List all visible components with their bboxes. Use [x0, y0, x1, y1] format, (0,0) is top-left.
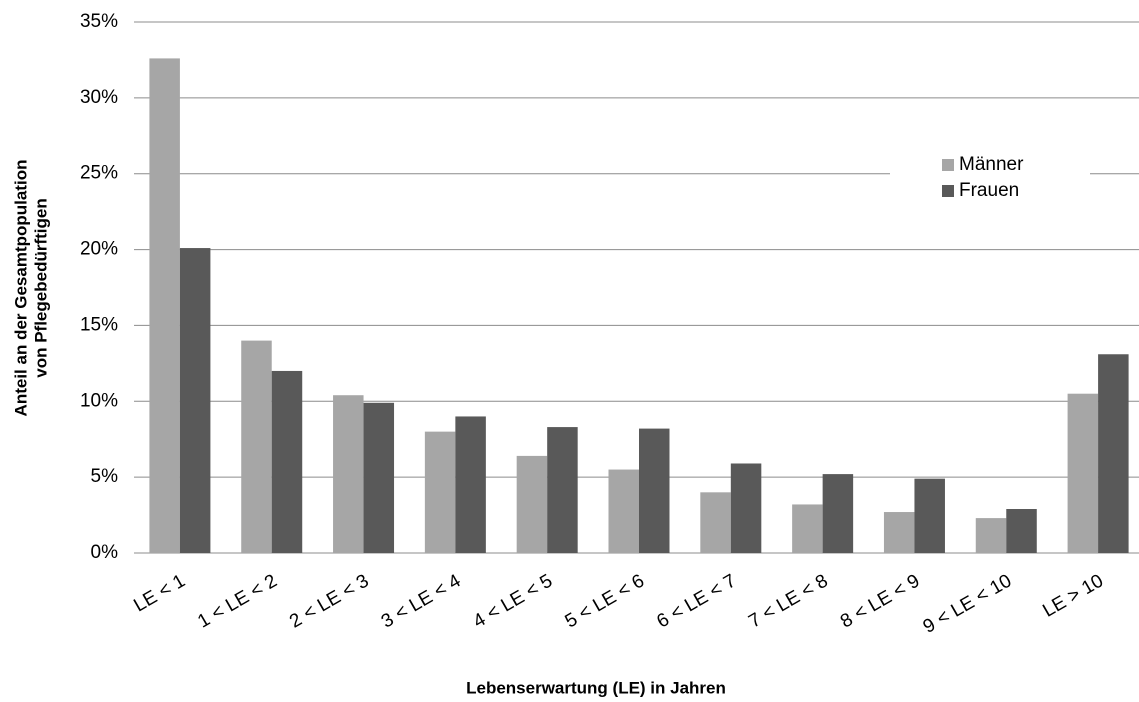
y-tick-label: 10% [80, 390, 118, 411]
x-tick-label: 2 < LE < 3 [286, 570, 372, 632]
y-tick-label: 0% [91, 542, 119, 563]
y-tick-label: 30% [80, 87, 118, 108]
bar [1098, 354, 1129, 553]
bar [822, 474, 854, 553]
bar [792, 504, 823, 553]
bar [516, 455, 548, 553]
bar [424, 431, 456, 553]
bar [547, 427, 578, 553]
bar [608, 469, 639, 553]
y-tick-label: 15% [80, 314, 118, 335]
bar [149, 58, 180, 553]
x-tick-label: 4 < LE < 5 [470, 570, 556, 632]
y-tick-label: 20% [80, 239, 118, 260]
bar [883, 512, 915, 553]
bar [975, 518, 1007, 553]
y-axis-title: Anteil an der Gesamtpopulation von Pfleg… [11, 160, 50, 417]
bar [363, 402, 395, 553]
bar [639, 428, 670, 553]
bar [455, 416, 486, 553]
bar [333, 395, 364, 553]
y-tick-label: 25% [80, 163, 118, 184]
bar [179, 248, 211, 553]
bar [241, 340, 272, 553]
bar [730, 463, 762, 553]
bar [1067, 393, 1099, 553]
y-tick-label: 35% [80, 11, 118, 32]
x-tick-label: 3 < LE < 4 [378, 570, 465, 632]
y-tick-label: 5% [91, 466, 119, 487]
bar [700, 492, 731, 553]
x-axis-title: Lebenserwartung (LE) in Jahren [466, 678, 726, 697]
x-tick-label: 7 < LE < 8 [745, 570, 831, 632]
x-tick-label: LE > 10 [1039, 570, 1107, 621]
y-axis-title-line: Anteil an der Gesamtpopulation [11, 160, 30, 417]
x-tick-label: 1 < LE < 2 [194, 570, 280, 632]
bar [271, 370, 303, 553]
x-tick-label: 6 < LE < 7 [653, 570, 739, 632]
x-tick-label: 5 < LE < 6 [562, 570, 648, 632]
y-axis-title-line: von Pflegebedürftigen [31, 198, 50, 377]
legend-background [890, 140, 1090, 218]
bar [914, 478, 945, 553]
legend-label: Frauen [959, 180, 1019, 201]
x-tick-label: 8 < LE < 9 [837, 570, 923, 632]
legend-swatch [942, 159, 954, 171]
x-tick-label: 9 < LE < 10 [920, 570, 1016, 637]
x-tick-label: LE < 1 [130, 570, 189, 616]
bar [1006, 509, 1037, 553]
legend-label: Männer [959, 154, 1024, 175]
legend-swatch [942, 185, 954, 197]
